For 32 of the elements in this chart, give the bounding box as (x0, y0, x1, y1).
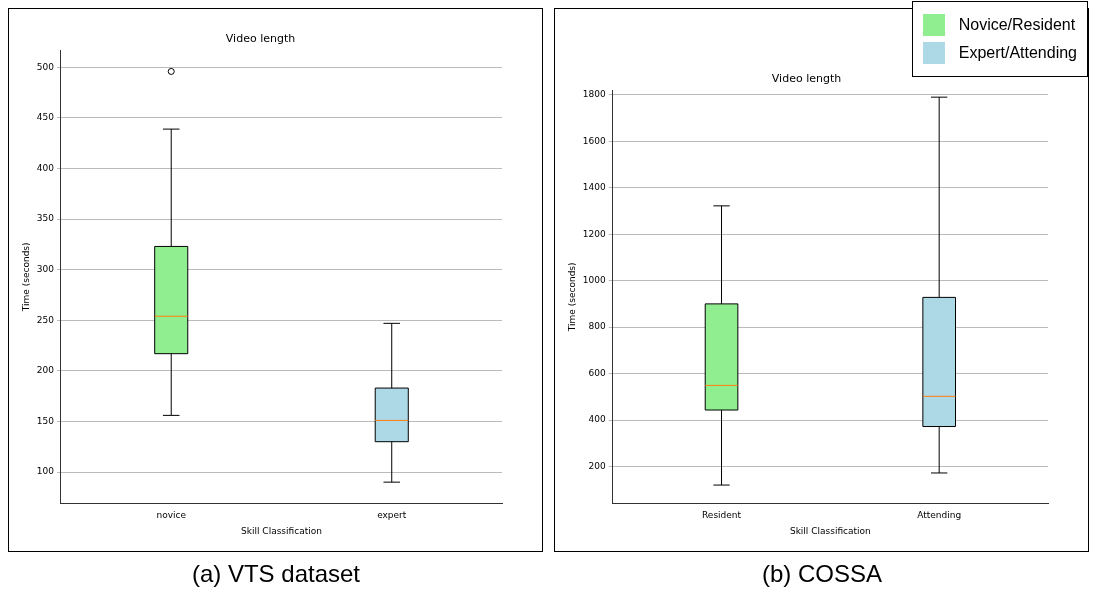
x-tick-label: Attending (917, 510, 962, 521)
y-tick-label: 100 (36, 466, 55, 477)
legend-label: Expert/Attending (958, 44, 1077, 62)
y-tick-label: 800 (588, 321, 606, 332)
y-tick-label: 300 (36, 264, 55, 275)
y-tick-label: 1600 (582, 135, 606, 146)
y-tick-label: 1400 (582, 182, 606, 193)
chart-title: Video length (771, 72, 842, 86)
y-tick-label: 350 (36, 213, 55, 224)
legend-label: Novice/Resident (958, 16, 1076, 34)
text: (b) COSSA (761, 560, 883, 588)
y-axis-title: Time (seconds) (566, 262, 577, 333)
x-tick-label: Resident (702, 510, 742, 521)
x-axis-title: Skill Classification (241, 525, 322, 536)
y-tick-label: 500 (36, 61, 55, 72)
y-tick-label: 600 (588, 367, 606, 378)
chart-title: Video length (225, 32, 296, 46)
y-tick-label: 450 (36, 112, 55, 123)
y-axis-title: Time (seconds) (20, 242, 31, 313)
y-tick-label: 400 (588, 414, 606, 425)
y-tick-label: 150 (36, 415, 55, 426)
x-tick-label: expert (377, 510, 407, 521)
x-axis-title: Skill Classification (789, 525, 871, 536)
y-tick-label: 400 (36, 162, 55, 173)
y-tick-label: 1000 (582, 275, 606, 285)
y-tick-label: 250 (36, 314, 55, 325)
y-tick-label: 200 (588, 460, 606, 471)
text: (a) VTS dataset (190, 560, 362, 588)
y-tick-label: 1200 (582, 228, 606, 239)
y-tick-label: 200 (36, 365, 55, 376)
y-tick-label: 1800 (582, 89, 606, 100)
x-tick-label: novice (156, 510, 187, 521)
